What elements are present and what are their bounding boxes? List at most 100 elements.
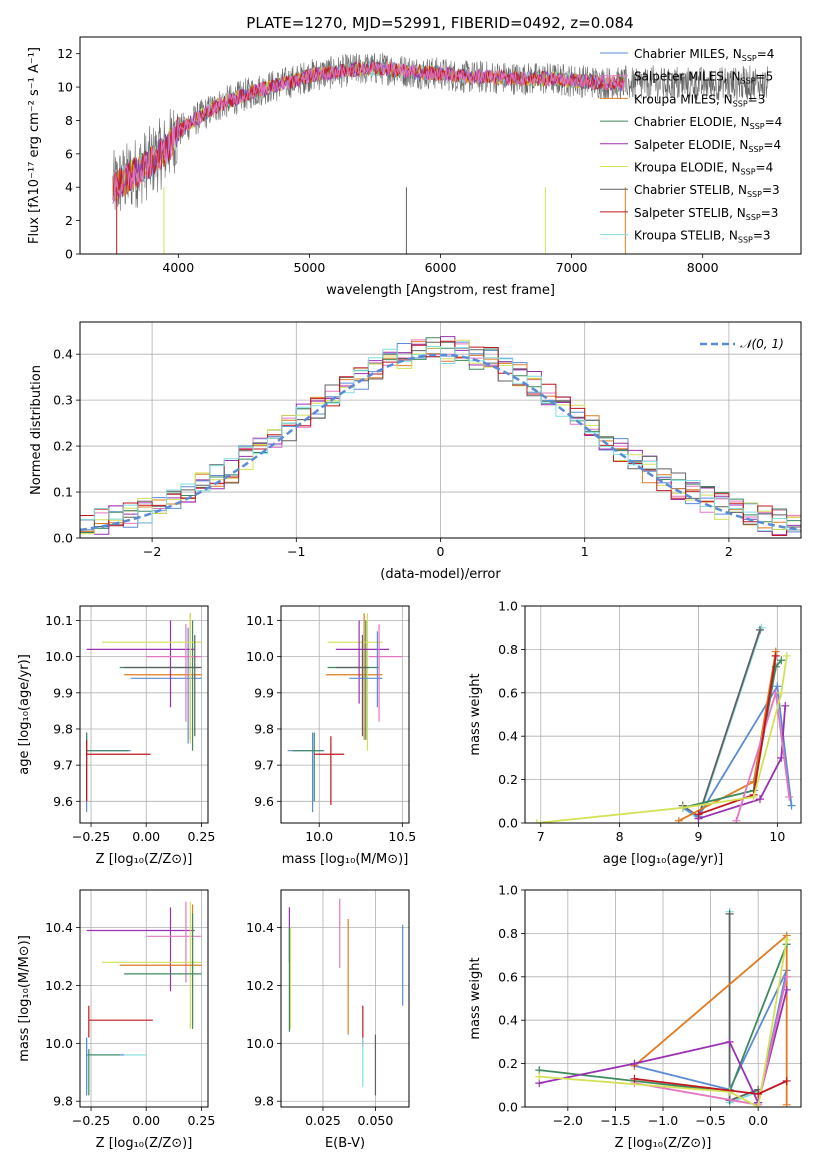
x-tick-label: −2.0 [553, 1113, 583, 1128]
x-tick-label: 5000 [294, 260, 326, 275]
legend-entry: Salpeter STELIB, NSSP=3 [634, 206, 778, 222]
weight-marker [777, 688, 786, 697]
weight-line [634, 969, 788, 1103]
y-tick-label: 9.6 [53, 794, 73, 809]
y-tick-label: 0.4 [498, 1013, 518, 1028]
weight-marker [755, 795, 764, 804]
weight-marker [630, 1059, 639, 1068]
legend-suffix: =4 [756, 161, 774, 175]
y-axis-label: mass [log₁₀(M/M⊙)] [17, 935, 32, 1062]
weight-marker [694, 810, 703, 819]
x-axis-label: (data-model)/error [380, 567, 501, 582]
errorbar-point [86, 739, 151, 802]
y-tick-label: 10.2 [45, 978, 73, 993]
legend-entry: Kroupa ELODIE, NSSP=4 [634, 161, 773, 177]
errorbar-point [130, 627, 202, 744]
y-tick-label: 0.8 [498, 926, 518, 941]
x-tick-label: 0.00 [132, 829, 160, 844]
weight-marker [630, 1074, 639, 1083]
weight-marker [771, 662, 780, 671]
weight-marker [782, 972, 791, 981]
x-tick-label: 0.00 [132, 1113, 160, 1128]
x-tick-label: 0.25 [187, 829, 215, 844]
weight-marker [532, 819, 541, 823]
x-axis-label: Z [log₁₀(Z/Z⊙)] [96, 852, 193, 867]
y-tick-label: 10.1 [246, 613, 274, 628]
legend-label: Kroupa MILES, N [634, 92, 733, 106]
y-tick-label: 0.0 [498, 816, 518, 831]
y-tick-label: 0.2 [498, 1056, 518, 1071]
axes-frame [79, 321, 802, 539]
weight-vs-age-panel: 7 8 9 10 0.0 0.2 0.4 0.6 0.8 1.0 age [log₁₀(age/yr… [468, 599, 802, 867]
y-axis-label: mass weight [468, 673, 483, 755]
weight-marker [781, 701, 790, 710]
errorbar-points [287, 613, 403, 813]
y-tick-label: 10.0 [45, 649, 73, 664]
legend-subscript: SSP [741, 168, 756, 177]
legend-suffix: =4 [765, 115, 783, 129]
legend-subscript: SSP [742, 54, 757, 63]
weight-marker [782, 651, 791, 660]
weight-line [682, 683, 793, 818]
weight-marker [535, 1072, 544, 1081]
legend-label: Chabrier ELODIE, N [634, 115, 750, 129]
y-tick-label: 9.7 [254, 758, 274, 773]
weight-marker [754, 1089, 763, 1098]
legend-label: Chabrier STELIB, N [634, 183, 747, 197]
legend-label: Kroupa STELIB, N [634, 229, 738, 243]
x-axis-label: E(B-V) [325, 1136, 365, 1151]
x-tick-label: −1.0 [648, 1113, 678, 1128]
legend-suffix: =5 [756, 70, 774, 84]
weight-marker [782, 1076, 791, 1085]
axes-frame [524, 605, 802, 824]
errorbar-point [86, 620, 195, 708]
legend-subscript: SSP [738, 236, 753, 245]
errorbar-points [288, 898, 404, 1096]
x-tick-label: −0.25 [72, 829, 110, 844]
y-tick-label: 9.8 [254, 1094, 274, 1109]
histogram-steps [80, 336, 801, 536]
legend-suffix: =3 [761, 206, 779, 220]
legend-label: Salpeter ELODIE, N [634, 138, 748, 152]
legend-subscript: SSP [750, 122, 765, 131]
errorbar-point [369, 624, 403, 722]
y-tick-label: 2 [65, 213, 73, 228]
y-tick-label: 9.8 [53, 721, 73, 736]
axes-frame [280, 889, 410, 1108]
spectrum-panel: 4000 5000 6000 7000 8000 0 2 4 6 8 10 12 wavelength … [27, 36, 802, 298]
errorbar-point [349, 631, 383, 708]
x-tick-label: 2 [725, 544, 733, 559]
figure-title: PLATE=1270, MJD=52991, FIBERID=0492, z=0… [246, 14, 633, 32]
axes-frame [524, 889, 802, 1108]
weight-marker [678, 803, 687, 812]
weight-marker [674, 816, 683, 823]
y-tick-label: 0.2 [53, 439, 73, 454]
age-vs-Z-panel: −0.25 0.00 0.25 9.6 9.7 9.8 9.9 10.0 10.1 Z [log₁… [17, 605, 215, 867]
x-tick-label: 7 [537, 829, 545, 844]
legend-entry: 𝒩(0, 1) [740, 337, 784, 351]
weight-marker [777, 656, 786, 665]
y-tick-label: 0 [65, 247, 73, 262]
y-tick-label: 0.1 [53, 485, 73, 500]
errorbar-point [335, 634, 370, 737]
legend-entry: Chabrier ELODIE, NSSP=4 [634, 115, 782, 131]
errorbar-point [325, 613, 383, 740]
histogram-panel: −2 −1 0 1 2 0.0 0.1 0.2 0.3 0.4 (data-model)/error… [29, 321, 802, 582]
y-tick-label: 10.0 [246, 649, 274, 664]
y-tick-label: 0.2 [498, 772, 518, 787]
x-tick-label: −1.5 [600, 1113, 630, 1128]
x-tick-label: 0.025 [305, 1113, 341, 1128]
weight-marker [725, 909, 734, 918]
age-vs-mass-panel: 10.0 10.5 9.6 9.7 9.8 9.9 10.0 10.1 mass [log₁₀(… [246, 605, 416, 867]
x-axis-label: Z [log₁₀(Z/Z⊙)] [96, 1136, 193, 1151]
y-tick-label: 10.4 [45, 920, 73, 935]
x-tick-label: 10.0 [305, 829, 333, 844]
legend-entry: Chabrier MILES, NSSP=4 [634, 47, 774, 63]
y-tick-label: 0.3 [53, 393, 73, 408]
legend-entry: Kroupa STELIB, NSSP=3 [634, 229, 771, 245]
errorbar-point [102, 613, 202, 744]
axes-frame [79, 36, 802, 255]
legend-label: Chabrier MILES, N [634, 47, 742, 61]
